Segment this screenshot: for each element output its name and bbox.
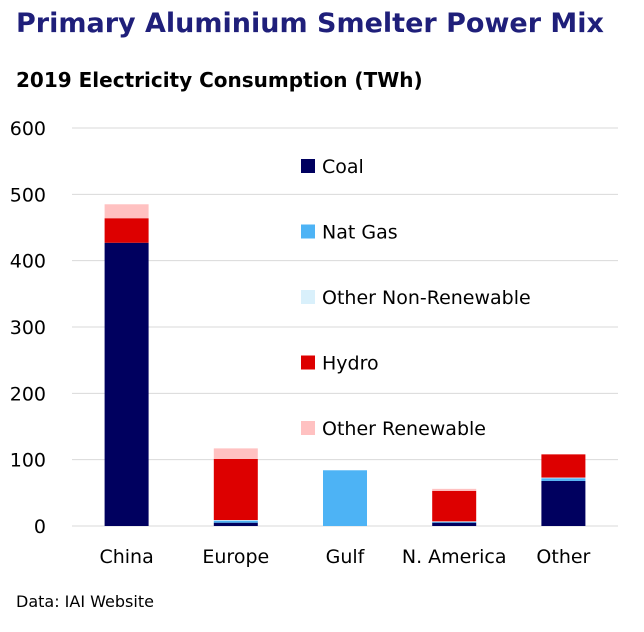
legend-swatch	[301, 290, 315, 304]
bar-segment	[104, 204, 149, 219]
legend-swatch	[301, 224, 315, 239]
x-tick-label: Gulf	[326, 546, 366, 568]
bar-segment	[432, 521, 477, 523]
legend-swatch	[301, 355, 315, 370]
bar-segment	[432, 522, 477, 523]
bar-segment	[104, 218, 149, 243]
x-tick-label: China	[99, 546, 153, 568]
bar-segment	[541, 478, 586, 481]
y-tick-label: 400	[10, 251, 46, 273]
legend-label: Other Renewable	[322, 418, 486, 440]
y-tick-label: 500	[10, 184, 46, 206]
bar-segment	[213, 448, 258, 460]
y-tick-label: 200	[10, 383, 46, 405]
y-tick-label: 100	[10, 450, 46, 472]
y-tick-label: 300	[10, 317, 46, 339]
bar-segment	[541, 454, 586, 478]
legend-label: Hydro	[322, 353, 379, 375]
y-tick-label: 0	[34, 516, 46, 538]
bar-segment	[213, 459, 258, 521]
x-tick-label: Other	[536, 546, 590, 568]
legend-label: Nat Gas	[322, 222, 398, 244]
bar-segment	[432, 522, 477, 526]
bar-segment	[213, 520, 258, 521]
chart-subtitle: 2019 Electricity Consumption (TWh)	[16, 68, 423, 92]
legend-label: Coal	[322, 156, 364, 178]
chart-title: Primary Aluminium Smelter Power Mix	[16, 8, 604, 39]
legend-label: Other Non-Renewable	[322, 287, 531, 309]
bar-segment	[432, 488, 477, 491]
data-source-note: Data: IAI Website	[16, 592, 154, 611]
bar-segment	[541, 477, 586, 479]
bar-segment	[213, 522, 258, 526]
legend-swatch	[301, 159, 315, 173]
x-tick-label: N. America	[402, 546, 507, 568]
bar-segment	[213, 520, 258, 523]
y-tick-label: 600	[10, 118, 46, 140]
bar-segment	[432, 490, 477, 522]
x-tick-label: Europe	[202, 546, 269, 568]
bar-segment	[104, 242, 149, 527]
bar-segment	[541, 480, 586, 526]
bar-segment	[323, 470, 367, 526]
legend-swatch	[301, 421, 315, 435]
